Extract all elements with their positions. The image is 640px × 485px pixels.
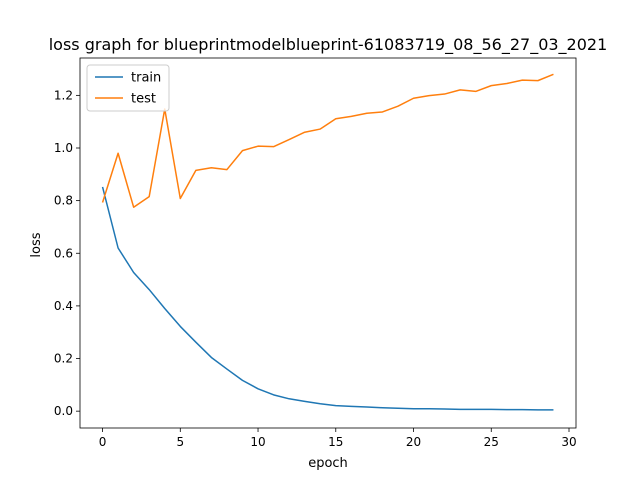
- x-axis-label: epoch: [308, 456, 348, 471]
- x-tick-label: 0: [99, 435, 107, 449]
- legend-label-train: train: [131, 71, 161, 86]
- x-tick-label: 30: [561, 435, 576, 449]
- y-tick-label: 0.8: [54, 194, 73, 208]
- chart-title: loss graph for blueprintmodelblueprint-6…: [49, 35, 608, 55]
- series-line-train: [101, 186, 554, 411]
- legend-label-test: test: [131, 92, 156, 107]
- y-axis-label: loss: [29, 232, 44, 257]
- x-tick-label: 25: [484, 435, 499, 449]
- x-tick-label: 10: [250, 435, 265, 449]
- y-tick-label: 1.0: [54, 141, 73, 155]
- y-tick-label: 0.0: [54, 404, 73, 418]
- x-tick-label: 5: [176, 435, 184, 449]
- legend: train test: [86, 64, 170, 112]
- series-line-test: [101, 73, 554, 208]
- axes-frame: [79, 57, 577, 429]
- x-tick-label: 15: [328, 435, 343, 449]
- y-tick-label: 0.4: [54, 299, 73, 313]
- x-tick-label: 20: [406, 435, 421, 449]
- plot-area: 0 5 10 15 20 25 30 0.0 0.2 0.4 0.6 0.8 1.0 1.2: [54, 57, 577, 449]
- y-tick-label: 1.2: [54, 88, 73, 102]
- y-tick-label: 0.6: [54, 246, 73, 260]
- y-tick-label: 0.2: [54, 352, 73, 366]
